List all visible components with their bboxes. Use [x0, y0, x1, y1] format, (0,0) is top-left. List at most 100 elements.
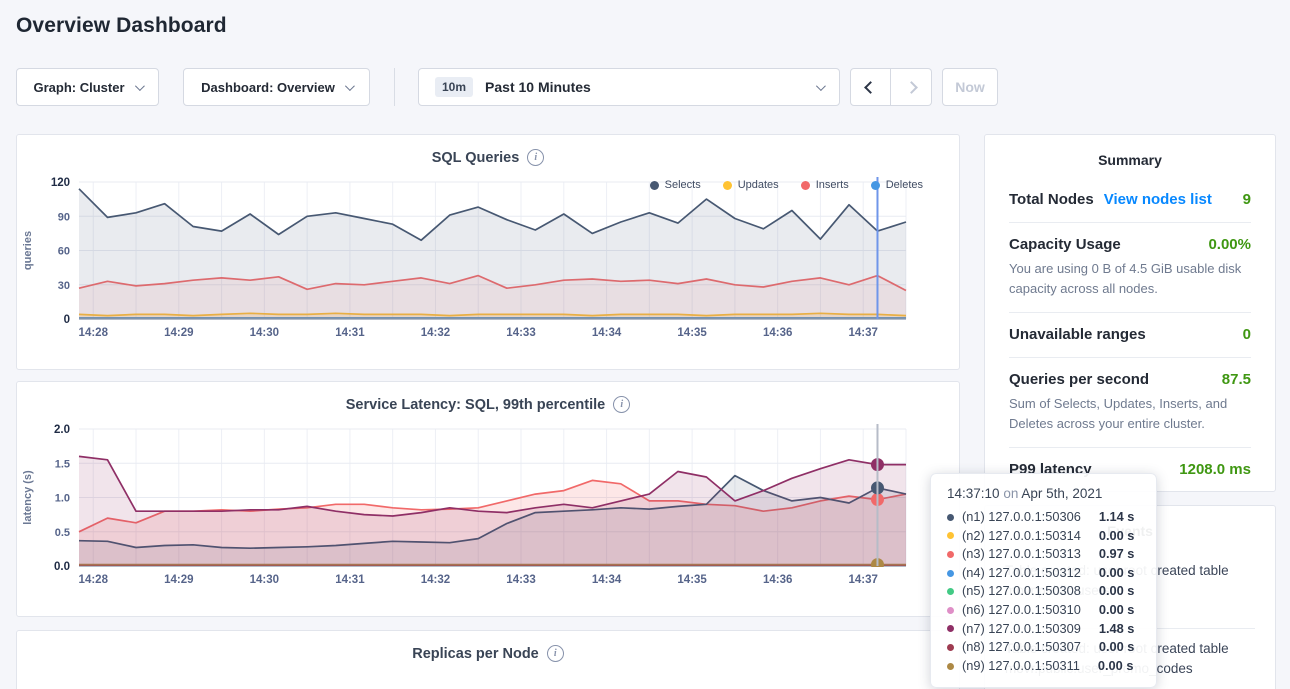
svg-text:14:33: 14:33 — [506, 574, 535, 586]
tooltip-timestamp: 14:37:10 on Apr 5th, 2021 — [947, 486, 1142, 501]
tooltip-node-address: (n2) 127.0.0.1:50314 — [962, 527, 1081, 543]
legend-dot-icon — [870, 180, 880, 190]
dashboard-select-dropdown[interactable]: Dashboard: Overview — [183, 68, 370, 106]
summary-row-label: Unavailable ranges — [1009, 326, 1146, 343]
summary-row-top: Queries per second 87.5 — [1009, 371, 1251, 388]
summary-row-value: 9 — [1242, 191, 1251, 208]
legend-item-updates[interactable]: Updates — [722, 179, 779, 191]
tooltip-node-value: 0.00 s — [1098, 564, 1135, 580]
tooltip-node-value: 0.00 s — [1098, 583, 1135, 599]
tooltip-node-value: 1.48 s — [1098, 620, 1135, 636]
svg-text:120: 120 — [51, 177, 70, 189]
legend-item-selects[interactable]: Selects — [649, 179, 701, 191]
chart-title-sql-queries: SQL Queries — [431, 149, 520, 166]
summary-row-description: You are using 0 B of 4.5 GiB usable disk… — [1009, 261, 1242, 296]
svg-text:1.5: 1.5 — [55, 458, 70, 470]
svg-text:latency (s): latency (s) — [22, 470, 34, 525]
svg-text:14:28: 14:28 — [79, 327, 109, 339]
now-button[interactable]: Now — [942, 68, 998, 106]
time-prev-button[interactable] — [850, 68, 891, 106]
summary-divider — [1009, 312, 1251, 313]
legend-item-deletes[interactable]: Deletes — [870, 179, 923, 191]
node-color-dot-icon — [947, 588, 954, 596]
tooltip-node-value: 0.00 s — [1098, 601, 1135, 617]
tooltip-node-row: (n7) 127.0.0.1:50309 1.48 s — [947, 620, 1142, 639]
summary-row: Unavailable ranges 0 — [1009, 313, 1251, 343]
tooltip-node-row: (n3) 127.0.0.1:50313 0.97 s — [947, 545, 1142, 564]
chevron-down-icon — [815, 80, 826, 91]
svg-text:14:34: 14:34 — [592, 327, 622, 339]
info-icon[interactable]: i — [527, 149, 545, 166]
summary-row-value: 0.00% — [1208, 236, 1251, 253]
time-range-dropdown[interactable]: 10m Past 10 Minutes — [418, 68, 840, 106]
sql-queries-chart[interactable]: 0 30 60 90 120 14:28 14:29 14:30 14:31 14:32 14:33… — [17, 172, 961, 350]
svg-text:14:36: 14:36 — [763, 574, 792, 586]
summary-row-top: Total Nodes View nodes list 9 — [1009, 191, 1251, 208]
time-range-badge: 10m — [435, 77, 474, 97]
info-icon[interactable]: i — [613, 396, 631, 413]
sql-queries-chart-card: SQL Queries i Selects Updates Inserts Delet… — [16, 134, 960, 370]
graph-scope-dropdown[interactable]: Graph: Cluster — [16, 68, 159, 106]
summary-divider — [1009, 222, 1251, 223]
tooltip-date: Apr 5th, 2021 — [1021, 486, 1103, 501]
node-color-dot-icon — [947, 550, 954, 558]
tooltip-node-row: (n8) 127.0.0.1:50307 0.00 s — [947, 638, 1142, 657]
node-color-dot-icon — [947, 569, 954, 577]
tooltip-node-row: (n6) 127.0.0.1:50310 0.00 s — [947, 601, 1142, 620]
svg-text:14:31: 14:31 — [335, 574, 365, 586]
summary-row-label: Capacity Usage — [1009, 236, 1121, 253]
tooltip-node-row: (n4) 127.0.0.1:50312 0.00 s — [947, 564, 1142, 583]
summary-panel: Summary Total Nodes View nodes list 9 Capac… — [984, 134, 1276, 492]
node-color-dot-icon — [947, 532, 954, 540]
summary-divider — [1009, 447, 1251, 448]
tooltip-time: 14:37:10 — [947, 486, 1000, 501]
summary-row: Queries per second 87.5 Sum of Selects, Up… — [1009, 358, 1251, 433]
legend-label: Deletes — [885, 179, 923, 191]
legend-dot-icon — [649, 180, 659, 190]
tooltip-node-value: 0.97 s — [1098, 546, 1135, 562]
tooltip-node-row: (n1) 127.0.0.1:50306 1.14 s — [947, 508, 1142, 527]
tooltip-node-address: (n6) 127.0.0.1:50310 — [962, 601, 1081, 617]
chart-title-replicas-per-node: Replicas per Node — [412, 645, 539, 662]
summary-row: Capacity Usage 0.00% You are using 0 B of … — [1009, 223, 1251, 298]
time-range-label: Past 10 Minutes — [485, 79, 591, 95]
node-color-dot-icon — [947, 606, 954, 614]
svg-text:1.0: 1.0 — [55, 493, 70, 505]
svg-text:2.0: 2.0 — [54, 424, 70, 436]
tooltip-node-address: (n8) 127.0.0.1:50307 — [962, 639, 1081, 655]
node-color-dot-icon — [947, 625, 954, 633]
tooltip-node-value: 0.00 s — [1098, 639, 1135, 655]
time-next-button[interactable] — [891, 68, 932, 106]
svg-text:30: 30 — [58, 280, 70, 292]
summary-row-label: Queries per second — [1009, 371, 1150, 388]
service-latency-chart-card: Service Latency: SQL, 99th percentile i … — [16, 381, 960, 617]
legend-item-inserts[interactable]: Inserts — [800, 179, 849, 191]
svg-text:14:30: 14:30 — [250, 327, 279, 339]
node-color-dot-icon — [947, 513, 954, 521]
svg-text:14:33: 14:33 — [506, 327, 535, 339]
chart-title-service-latency: Service Latency: SQL, 99th percentile — [345, 396, 606, 413]
info-icon[interactable]: i — [546, 645, 564, 662]
svg-text:14:29: 14:29 — [164, 327, 193, 339]
sql-queries-legend: Selects Updates Inserts Deletes — [649, 179, 923, 191]
replicas-per-node-chart-card: Replicas per Node i — [16, 630, 960, 689]
tooltip-node-row: (n5) 127.0.0.1:50308 0.00 s — [947, 582, 1142, 601]
svg-text:14:35: 14:35 — [677, 574, 707, 586]
tooltip-node-row: (n9) 127.0.0.1:50311 0.00 s — [947, 657, 1142, 676]
controls-divider — [394, 68, 395, 106]
chevron-left-icon — [864, 80, 877, 94]
graph-scope-label: Graph: Cluster — [33, 79, 125, 95]
service-latency-chart[interactable]: 0.0 0.5 1.0 1.5 2.0 14:28 14:29 14:30 14:31 14:32… — [17, 419, 961, 597]
tooltip-node-address: (n5) 127.0.0.1:50308 — [962, 583, 1081, 599]
summary-row-label: Total Nodes — [1009, 191, 1094, 208]
view-nodes-list-link[interactable]: View nodes list — [1103, 191, 1212, 208]
legend-dot-icon — [722, 180, 732, 190]
svg-text:14:32: 14:32 — [421, 574, 450, 586]
svg-text:14:34: 14:34 — [592, 574, 622, 586]
svg-text:queries: queries — [22, 231, 34, 270]
node-color-dot-icon — [947, 643, 954, 651]
svg-text:14:37: 14:37 — [849, 327, 878, 339]
svg-text:14:28: 14:28 — [79, 574, 109, 586]
svg-text:90: 90 — [58, 211, 70, 223]
page-title: Overview Dashboard — [16, 14, 227, 37]
